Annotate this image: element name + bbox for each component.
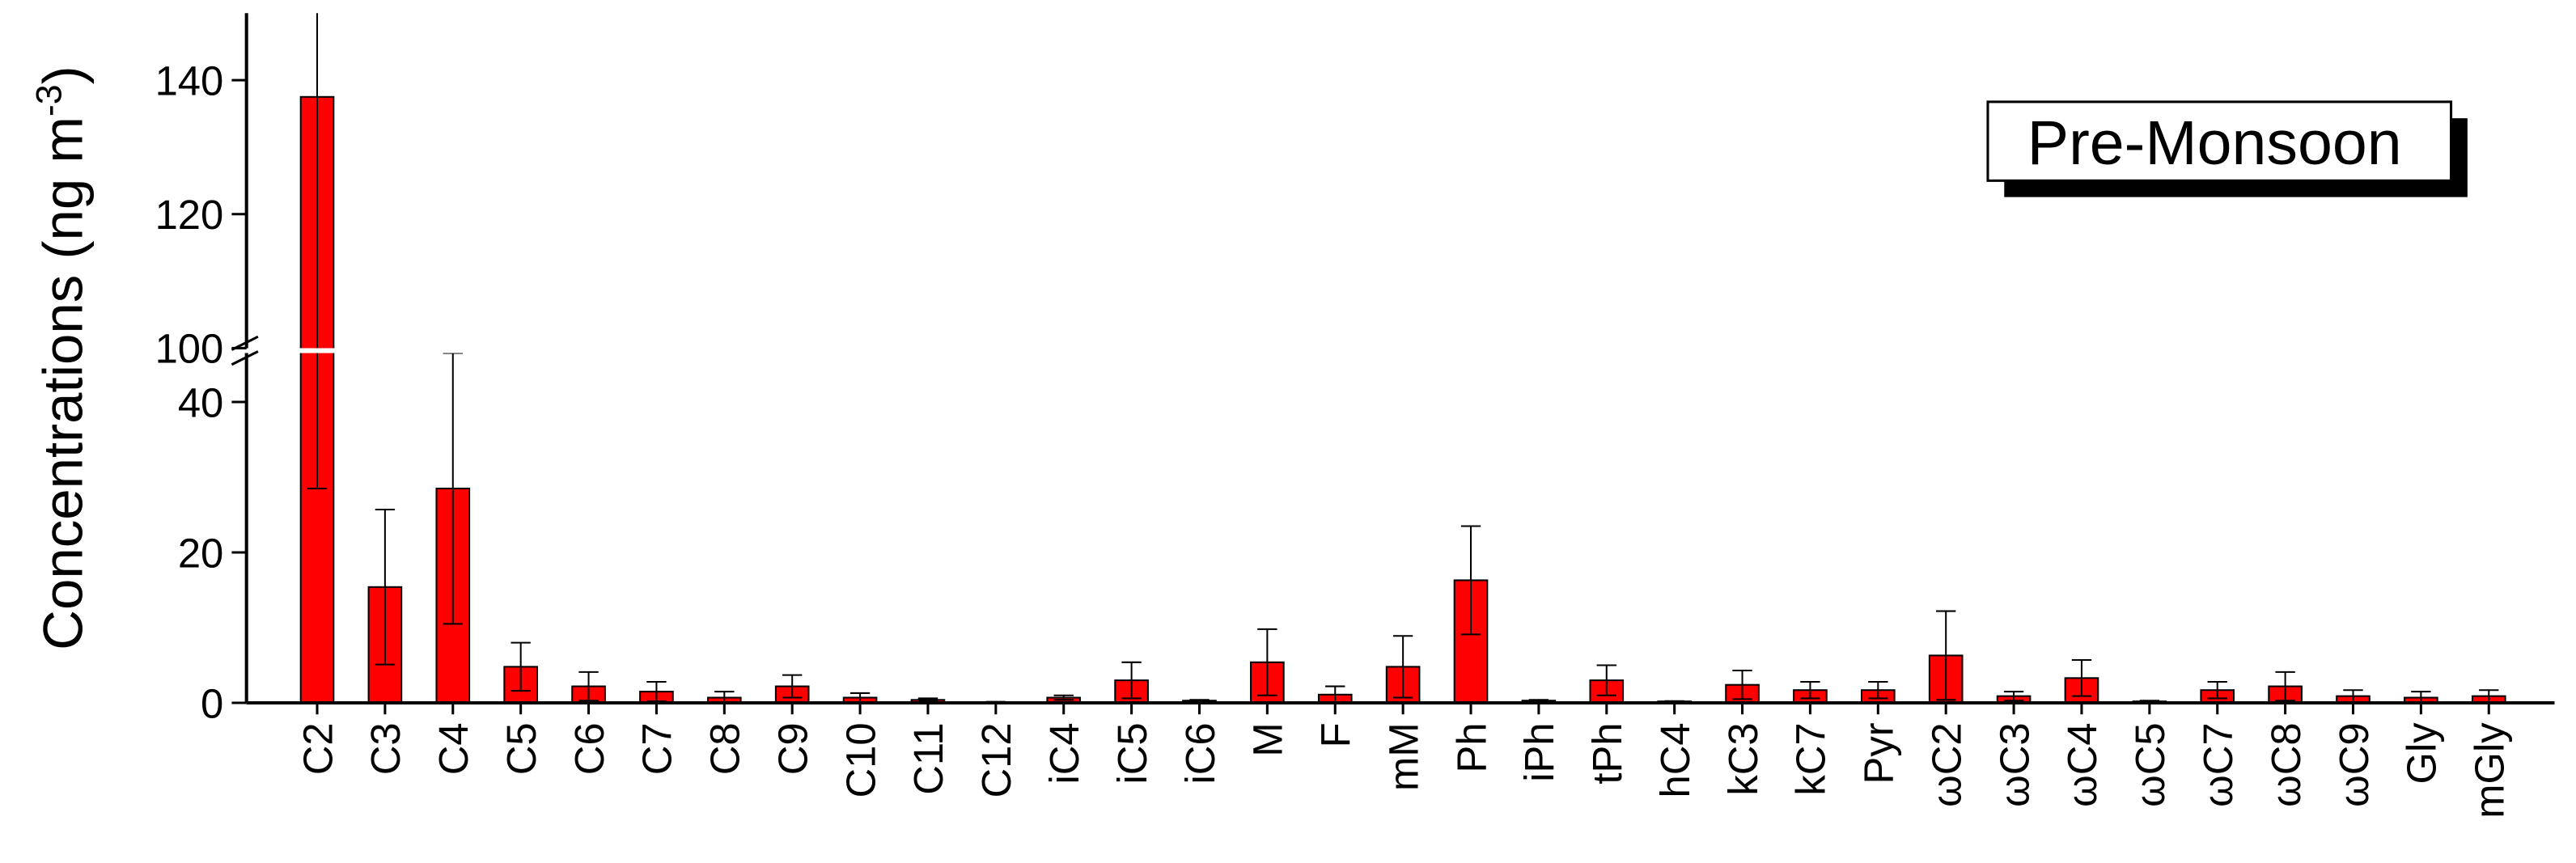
- legend-frame: [1986, 100, 2453, 182]
- x-tick-label: Pyr: [1856, 722, 1902, 784]
- x-tick-label: C8: [702, 722, 748, 775]
- x-tick-label: kC7: [1788, 722, 1834, 795]
- x-tick-label: C4: [430, 722, 477, 775]
- break-mark: [231, 350, 259, 366]
- y-tick-label: 120: [155, 192, 224, 238]
- x-tick-label: Ph: [1448, 722, 1494, 772]
- x-tick-label: M: [1245, 722, 1291, 756]
- x-tick-label: iPh: [1516, 722, 1562, 781]
- y-label-main: Concentrations (ng m: [32, 116, 95, 650]
- x-tick-label: kC3: [1720, 722, 1766, 795]
- x-tick-label: tPh: [1584, 722, 1630, 784]
- x-tick-label: C7: [634, 722, 680, 775]
- x-tick-label: mGly: [2467, 722, 2513, 819]
- x-tick-label: ωC3: [1991, 722, 2037, 806]
- y-tick-label: 40: [178, 379, 223, 425]
- y-tick-label: 0: [201, 680, 223, 726]
- x-tick-label: C3: [362, 722, 409, 775]
- x-tick-label: C12: [973, 722, 1019, 797]
- plot-area: [299, 13, 2506, 704]
- x-tick-label: Gly: [2399, 722, 2445, 785]
- annotation-box: Pre-Monsoon: [1986, 100, 2468, 197]
- axis-break-gap: [230, 348, 2555, 353]
- y-tick-label: 100: [155, 326, 224, 372]
- x-tick-label: ωC4: [2059, 722, 2105, 806]
- y-axis-label: Concentrations (ng m-3): [29, 66, 94, 650]
- x-tick-label: ωC5: [2127, 722, 2173, 806]
- x-tick-label: ωC8: [2263, 722, 2309, 806]
- x-tick-label: C9: [769, 722, 816, 775]
- x-tick-label: ωC2: [1923, 722, 1969, 806]
- x-tick-label: C6: [566, 722, 612, 775]
- annotation: Pre-Monsoon: [2027, 108, 2402, 178]
- x-tick-label: ωC7: [2195, 722, 2241, 806]
- x-tick-label: C11: [905, 722, 951, 794]
- x-tick-label: F: [1313, 722, 1359, 747]
- x-tick-label: C10: [837, 722, 883, 797]
- x-tick-label: hC4: [1652, 722, 1698, 797]
- x-tick-label: C2: [294, 722, 341, 775]
- y-tick-label: 20: [178, 530, 223, 576]
- x-tick-label: iC6: [1177, 722, 1223, 784]
- y-tick-label: 140: [155, 57, 224, 104]
- x-tick-label: iC5: [1109, 722, 1155, 784]
- y-label-sup: -3: [29, 84, 69, 116]
- y-label-end: ): [32, 66, 95, 84]
- x-tick-label: ωC9: [2331, 722, 2377, 806]
- x-tick-label: C5: [498, 722, 544, 775]
- x-tick-label: iC4: [1041, 722, 1087, 784]
- x-tick-label: mM: [1380, 722, 1426, 791]
